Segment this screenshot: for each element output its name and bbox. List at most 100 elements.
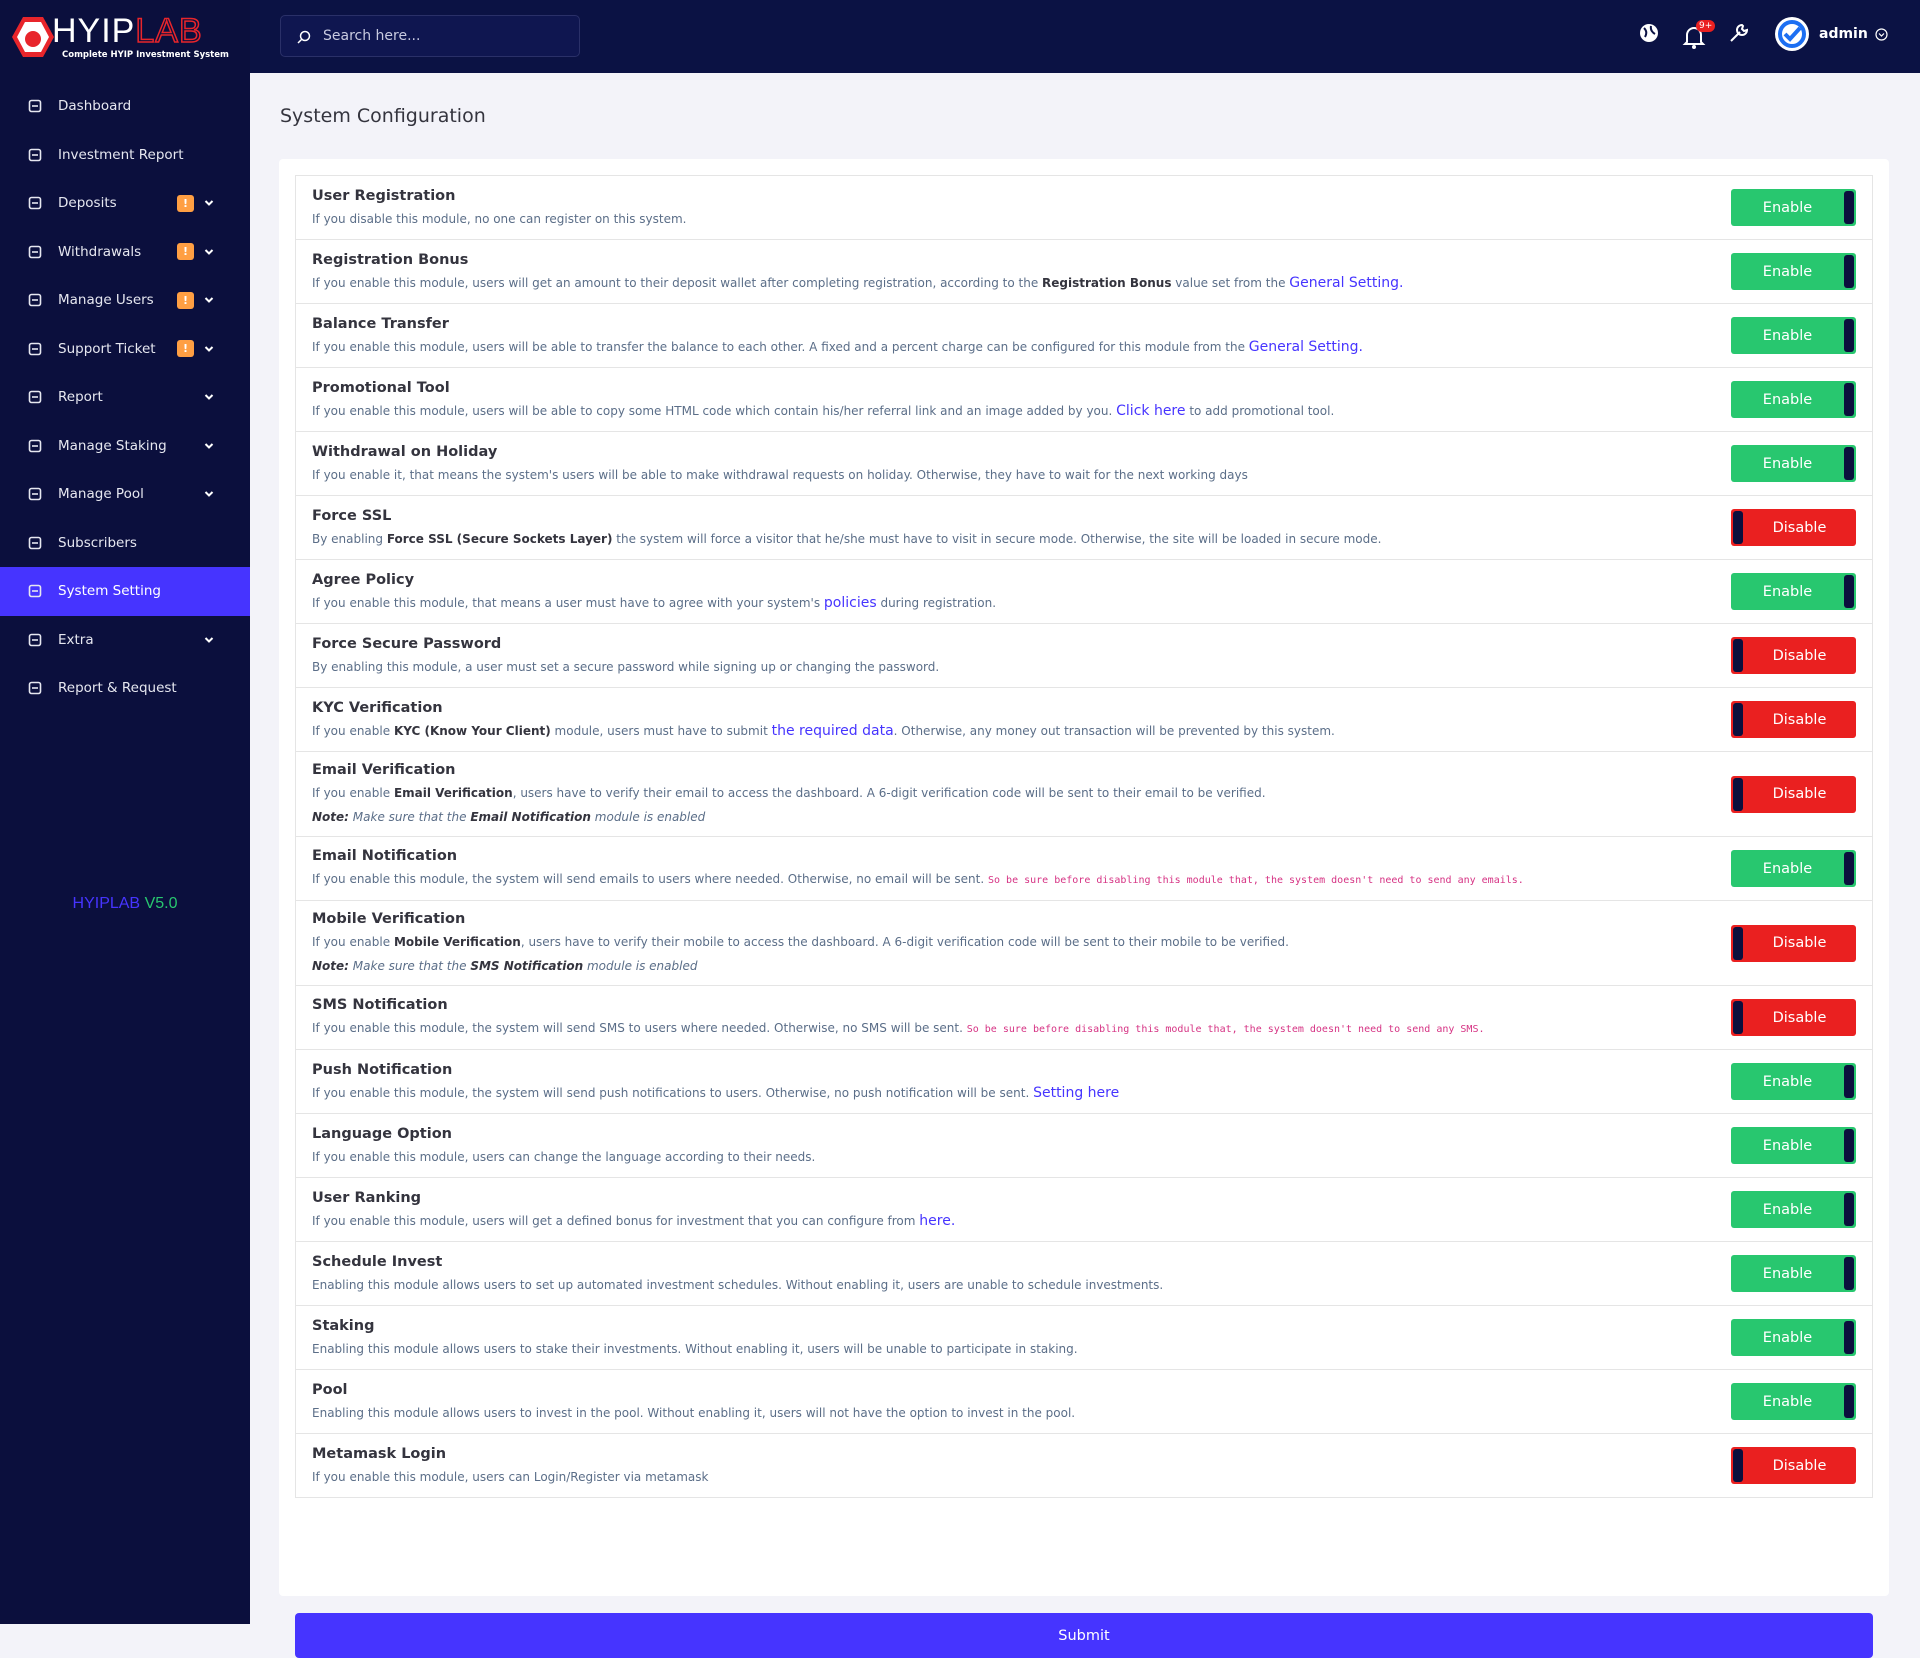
menu-label: Report & Request: [58, 680, 177, 697]
status-toggle[interactable]: Enable: [1731, 1383, 1856, 1420]
status-toggle[interactable]: Enable: [1731, 1255, 1856, 1292]
brand-b: LAB: [135, 11, 203, 51]
status-toggle[interactable]: Disable: [1731, 637, 1856, 674]
config-title: Withdrawal on Holiday: [312, 443, 498, 460]
status-toggle[interactable]: Enable: [1731, 1319, 1856, 1356]
config-text: Withdrawal on Holiday If you enable it, t…: [312, 444, 1731, 484]
config-title: SMS Notification: [312, 996, 448, 1013]
text-plain: Make sure that the: [348, 810, 471, 824]
status-label: Disable: [1772, 1009, 1827, 1026]
text-link[interactable]: Setting here: [1033, 1084, 1120, 1101]
user-name[interactable]: admin: [1819, 26, 1868, 42]
config-title: Email Notification: [312, 847, 458, 864]
config-row: Agree Policy If you enable this module, t…: [296, 560, 1872, 624]
settings-icon[interactable]: [1728, 22, 1750, 44]
config-row: Registration Bonus If you enable this mod…: [296, 240, 1872, 304]
menu-item[interactable]: Report & Request: [0, 664, 250, 713]
toggle-knob: [1844, 255, 1854, 288]
status-toggle[interactable]: Disable: [1731, 509, 1856, 546]
menu-label: System Setting: [58, 583, 161, 600]
notification[interactable]: 9+: [1682, 20, 1716, 54]
status-toggle[interactable]: Enable: [1731, 1127, 1856, 1164]
text-link[interactable]: here.: [919, 1212, 956, 1229]
menu-item[interactable]: Withdrawals!: [0, 228, 250, 277]
text-link[interactable]: General Setting.: [1248, 338, 1363, 355]
status-toggle[interactable]: Disable: [1731, 701, 1856, 738]
status-label: Disable: [1772, 935, 1827, 951]
status-label: Enable: [1762, 583, 1813, 600]
menu-item[interactable]: Manage Users!: [0, 276, 250, 325]
config-row: Email Notification If you enable this mod…: [296, 837, 1872, 901]
submit-button[interactable]: Submit: [295, 1613, 1873, 1658]
status-label: Enable: [1762, 1393, 1813, 1410]
menu-item[interactable]: Manage Pool: [0, 470, 250, 519]
menu-badge: !: [177, 194, 194, 212]
menu-item[interactable]: Investment Report: [0, 131, 250, 180]
main: System Configuration User Registration If…: [250, 73, 1920, 1658]
text-bold: Note:: [312, 959, 349, 973]
menu-item[interactable]: Subscribers: [0, 519, 250, 568]
config-desc: By enabling this module, a user must set…: [312, 658, 1731, 676]
search-box[interactable]: Search here...: [280, 15, 580, 57]
text-plain: By enabling this module, a user must set…: [312, 659, 940, 674]
avatar[interactable]: [1774, 16, 1810, 52]
menu-item[interactable]: Deposits!: [0, 179, 250, 228]
status-label: Enable: [1762, 1329, 1813, 1346]
status-toggle[interactable]: Disable: [1731, 924, 1856, 962]
logo: HYIPLAB Complete HYIP Investment System: [0, 0, 250, 73]
text-plain: If you enable this module, the system wi…: [312, 871, 988, 886]
status-toggle[interactable]: Enable: [1731, 1191, 1856, 1228]
status-toggle[interactable]: Enable: [1731, 317, 1856, 354]
status-toggle[interactable]: Enable: [1731, 381, 1856, 418]
user-chevron: [1875, 28, 1888, 41]
config-title: User Ranking: [312, 1189, 422, 1206]
status-toggle[interactable]: Enable: [1731, 1063, 1856, 1100]
status-toggle[interactable]: Disable: [1731, 775, 1856, 813]
status-toggle[interactable]: Enable: [1731, 253, 1856, 290]
status-toggle[interactable]: Enable: [1731, 850, 1856, 887]
config-text: KYC Verification If you enable KYC (Know …: [312, 700, 1731, 740]
status-toggle[interactable]: Enable: [1731, 573, 1856, 610]
status-toggle[interactable]: Disable: [1731, 1447, 1856, 1484]
text-link[interactable]: policies: [823, 594, 877, 611]
language-icon[interactable]: [1638, 22, 1660, 44]
text-link[interactable]: Click here: [1116, 402, 1186, 419]
menu-icon: [28, 148, 42, 162]
menu-item[interactable]: Manage Staking: [0, 422, 250, 471]
menu-item[interactable]: Dashboard: [0, 82, 250, 131]
text-link[interactable]: General Setting.: [1289, 274, 1404, 291]
menu-chevron: [204, 443, 214, 449]
status-toggle[interactable]: Enable: [1731, 445, 1856, 482]
text-plain: , users have to verify their email to ac…: [512, 786, 1266, 800]
status-toggle[interactable]: Enable: [1731, 189, 1856, 226]
text-plain: If you enable this module, the system wi…: [312, 1020, 967, 1035]
config-desc: Enabling this module allows users to inv…: [312, 1404, 1731, 1422]
menu-item[interactable]: System Setting: [0, 567, 250, 616]
toggle-knob: [1733, 639, 1743, 672]
config-title: Email Verification: [312, 762, 456, 778]
menu-label: Manage Pool: [58, 486, 144, 503]
config-title: Push Notification: [312, 1061, 453, 1078]
config-note: Note: Make sure that the SMS Notificatio…: [312, 957, 1731, 975]
text-link[interactable]: the required data: [771, 722, 894, 739]
text-bold: KYC (Know Your Client): [393, 723, 551, 738]
status-label: Enable: [1762, 391, 1813, 408]
config-list: User Registration If you disable this mod…: [295, 175, 1873, 1498]
status-label: Enable: [1762, 1201, 1813, 1218]
config-row: Mobile Verification If you enable Mobile …: [296, 901, 1872, 986]
config-text: User Ranking If you enable this module, u…: [312, 1190, 1731, 1230]
menu-item[interactable]: Support Ticket!: [0, 325, 250, 374]
config-desc: If you enable this module, the system wi…: [312, 870, 1731, 890]
status-toggle[interactable]: Disable: [1731, 999, 1856, 1036]
menu-item[interactable]: Report: [0, 373, 250, 422]
menu-icon: [28, 487, 42, 501]
status-label: Enable: [1762, 327, 1813, 344]
status-label: Enable: [1762, 199, 1813, 216]
toggle-knob: [1733, 1001, 1743, 1034]
menu-item[interactable]: Extra: [0, 616, 250, 665]
config-desc: If you enable this module, users can Log…: [312, 1468, 1731, 1486]
config-note: Note: Make sure that the Email Notificat…: [312, 808, 1731, 826]
text-plain: module, users must have to submit: [550, 723, 772, 738]
config-desc: If you enable this module, the system wi…: [312, 1084, 1731, 1102]
menu-label: Deposits: [58, 195, 117, 212]
